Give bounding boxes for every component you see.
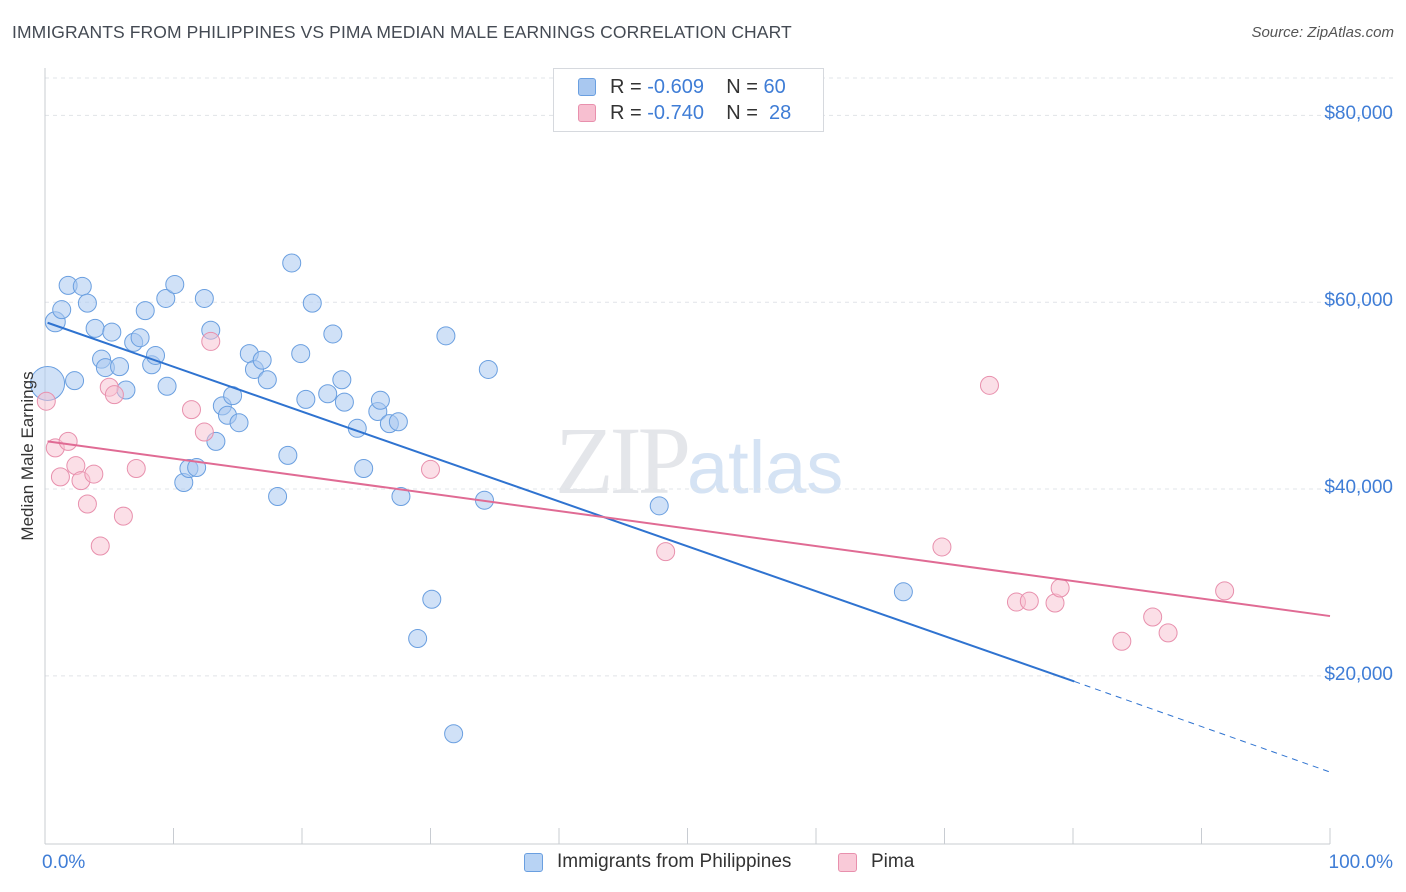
point-philippines (52, 300, 72, 320)
legend-n-label: N = (726, 75, 758, 98)
y-tick-label: $40,000 (1324, 477, 1393, 499)
point-philippines (391, 486, 411, 506)
point-philippines (291, 344, 311, 364)
point-pima (50, 467, 70, 487)
series-label-pima: Pima (871, 851, 915, 872)
point-philippines (130, 328, 150, 348)
legend-r-label: R = (610, 75, 642, 98)
point-pima (90, 536, 110, 556)
point-philippines (194, 288, 214, 308)
point-pima (979, 375, 999, 395)
point-pima (1050, 578, 1070, 598)
point-philippines (229, 413, 249, 433)
point-philippines (157, 376, 177, 396)
point-pima (1019, 591, 1039, 611)
legend-n-value: 60 (763, 75, 786, 98)
legend-swatch-pima (578, 104, 596, 122)
point-philippines (302, 293, 322, 313)
point-philippines (135, 301, 155, 321)
y-tick-label: $80,000 (1324, 103, 1393, 125)
point-pima (113, 506, 133, 526)
point-philippines (444, 724, 464, 744)
point-philippines (110, 357, 130, 377)
point-philippines (278, 445, 298, 465)
point-philippines (77, 293, 97, 313)
point-philippines (85, 318, 105, 338)
legend-row-philippines: R = -0.609 N = 60 (578, 75, 786, 99)
point-philippines (893, 582, 913, 602)
point-pima (1143, 607, 1163, 627)
point-philippines (422, 589, 442, 609)
watermark-zip: ZIP (555, 407, 691, 514)
point-philippines (318, 384, 338, 404)
trendline-pima (47, 440, 1331, 618)
point-philippines (370, 390, 390, 410)
legend-n-label: N = (726, 101, 758, 124)
point-philippines (156, 288, 176, 308)
x-tick-min: 0.0% (42, 852, 86, 873)
point-philippines (65, 371, 85, 391)
point-pima (77, 494, 97, 514)
trendline-philippines-extension (1074, 680, 1331, 773)
point-pima (181, 400, 201, 420)
stats-legend: R = -0.609 N = 60 R = -0.740 N = 28 (553, 68, 824, 132)
point-philippines (649, 496, 669, 516)
chart-title: IMMIGRANTS FROM PHILIPPINES VS PIMA MEDI… (12, 22, 792, 42)
trendline-philippines (47, 321, 1075, 683)
point-philippines (257, 370, 277, 390)
point-pima (656, 542, 676, 562)
point-philippines (332, 370, 352, 390)
series-legend: Immigrants from Philippines Pima (0, 851, 1406, 879)
series-legend-philippines: Immigrants from Philippines (524, 851, 791, 873)
point-pima (421, 459, 440, 479)
source-label: Source: ZipAtlas.com (1251, 24, 1394, 41)
point-philippines (354, 458, 374, 478)
legend-n-value: 28 (769, 101, 792, 124)
y-tick-label: $60,000 (1324, 290, 1393, 312)
point-philippines (165, 274, 185, 294)
point-pima (201, 331, 221, 351)
point-pima (36, 391, 56, 411)
legend-swatch-philippines (578, 78, 596, 96)
point-philippines (296, 389, 316, 409)
point-pima (932, 537, 952, 557)
point-pima (194, 422, 214, 442)
point-philippines (282, 253, 302, 273)
point-philippines (388, 412, 408, 432)
watermark-atlas: atlas (687, 426, 844, 509)
legend-r-label: R = (610, 101, 642, 124)
point-pima (104, 385, 124, 405)
y-tick-label: $20,000 (1324, 663, 1393, 685)
legend-r-value: -0.609 (647, 75, 704, 98)
point-pima (1215, 581, 1235, 601)
x-tick-max: 100.0% (1328, 852, 1393, 873)
point-philippines (436, 326, 456, 346)
series-label-philippines: Immigrants from Philippines (557, 851, 792, 872)
point-philippines (102, 322, 122, 342)
point-philippines (72, 276, 92, 296)
point-pima (1112, 631, 1132, 651)
point-pima (1158, 623, 1178, 643)
point-philippines (252, 350, 272, 370)
point-pima (58, 431, 78, 451)
point-philippines (478, 359, 498, 379)
legend-r-value: -0.740 (647, 101, 704, 124)
series-legend-pima: Pima (838, 851, 914, 873)
point-philippines (268, 486, 288, 506)
point-pima (84, 464, 104, 484)
point-philippines (323, 324, 343, 344)
point-philippines (408, 628, 428, 648)
point-pima (126, 458, 146, 478)
series-swatch-philippines (524, 852, 543, 872)
legend-row-pima: R = -0.740 N = 28 (578, 101, 791, 125)
y-axis-title: Median Male Earnings (18, 371, 37, 541)
point-philippines (334, 392, 354, 412)
series-swatch-pima (838, 852, 857, 872)
watermark: ZIPatlas (555, 405, 843, 516)
